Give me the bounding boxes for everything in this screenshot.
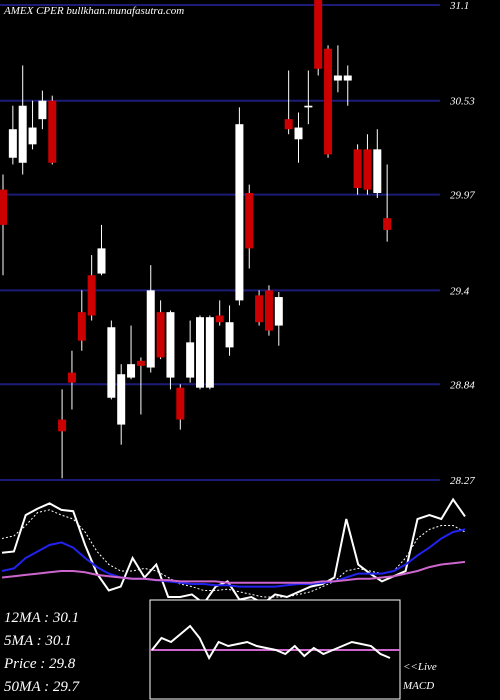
stat-label: Price : 29.8: [3, 656, 76, 672]
candle-body: [0, 189, 7, 225]
candle-body: [245, 192, 254, 249]
indicator-line: [1, 560, 466, 584]
stat-label: 5MA : 30.1: [4, 633, 72, 649]
candle-body: [363, 149, 372, 190]
candle-body: [314, 0, 323, 69]
indicator-line: [1, 528, 466, 588]
candle-body: [97, 248, 106, 274]
candle-body: [77, 312, 86, 341]
stat-label: 12MA : 30.1: [4, 610, 79, 626]
candle-body: [107, 327, 116, 398]
candle-body: [38, 100, 47, 120]
candle-body: [333, 75, 342, 81]
candle-body: [274, 297, 283, 326]
candle-body: [127, 364, 136, 378]
candle-body: [48, 100, 57, 163]
candle-body: [28, 127, 37, 145]
stat-label: 50MA : 29.7: [4, 679, 81, 695]
candle-body: [156, 312, 165, 358]
y-tick-label: 31.1: [449, 0, 469, 12]
candle-body: [304, 105, 313, 108]
chart-title: AMEX CPER bullkhan.munafasutra.com: [3, 5, 184, 17]
indicator-line: [151, 624, 391, 661]
candle-body: [8, 129, 17, 158]
candle-body: [264, 290, 273, 331]
candle-body: [383, 218, 392, 230]
macd-label: MACD: [402, 680, 434, 692]
y-tick-label: 29.97: [450, 190, 475, 202]
candle-body: [186, 342, 195, 378]
candle-body: [284, 119, 293, 130]
candle-body: [176, 387, 185, 420]
candle-body: [324, 48, 333, 155]
live-label: <<Live: [403, 661, 437, 673]
candle-body: [18, 105, 27, 163]
y-tick-label: 28.27: [450, 475, 475, 487]
candle-body: [196, 317, 204, 388]
candle-body: [215, 315, 224, 323]
y-tick-label: 28.84: [450, 379, 475, 391]
candle-body: [67, 372, 76, 383]
y-tick-label: 30.53: [449, 96, 475, 108]
candle-body: [58, 419, 67, 432]
candle-body: [353, 149, 362, 188]
candle-body: [117, 374, 126, 425]
y-tick-label: 29.4: [450, 285, 470, 297]
candle-body: [225, 322, 234, 348]
candle-body: [255, 295, 264, 323]
candle-body: [373, 149, 382, 193]
indicator-line: [1, 509, 466, 598]
candle-body: [235, 124, 244, 301]
candle-body: [87, 275, 96, 316]
candle-body: [136, 360, 145, 366]
indicator-line: [1, 497, 466, 605]
candle-body: [205, 317, 214, 388]
candle-body: [343, 75, 352, 81]
candle-body: [146, 290, 155, 368]
candle-body: [294, 127, 303, 140]
candle-body: [166, 312, 175, 378]
